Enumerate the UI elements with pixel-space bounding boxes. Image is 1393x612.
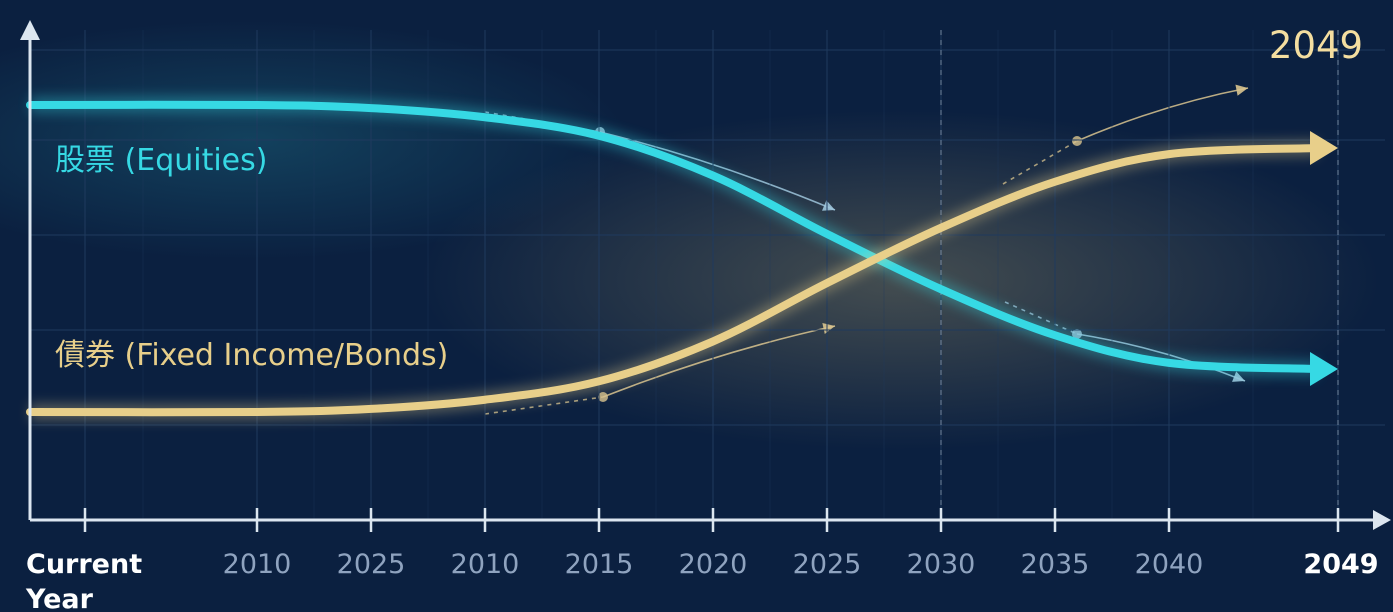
x-tick-label: 2025 — [793, 549, 862, 580]
x-tick-label: 2010 — [223, 549, 292, 580]
x-tick-label: 2035 — [1021, 549, 1090, 580]
bonds-trend-arrow-2-curve — [1076, 87, 1249, 142]
x-tick-label: 2025 — [337, 549, 406, 580]
bonds-trend-arrow-2-head — [1235, 84, 1248, 96]
bonds-trend-arrow-1-head — [822, 322, 835, 335]
x-tick-label: 2040 — [1135, 549, 1204, 580]
bonds-trend-arrow-1-dashed — [484, 396, 604, 415]
x-tick-label: Year — [25, 584, 94, 612]
equities-arrowhead — [1310, 352, 1338, 387]
x-tick-label: 2015 — [565, 549, 634, 580]
bonds-arrowhead — [1310, 130, 1338, 165]
bonds-series-label: 債券 (Fixed Income/Bonds) — [55, 338, 448, 373]
x-axis-arrow — [1373, 510, 1391, 530]
axes — [20, 20, 1391, 532]
labels: Current Year 2010 2025 2010 2015 2020 2025 2030 2… — [25, 24, 1379, 612]
equities-trend-arrow-1-head — [822, 200, 835, 211]
y-axis-arrow — [20, 20, 40, 40]
equities-trend-arrow-2-dashed — [1004, 301, 1078, 335]
x-tick-label: 2030 — [907, 549, 976, 580]
x-tick-label: 2049 — [1303, 549, 1378, 580]
equities-series-label: 股票 (Equities) — [55, 143, 267, 178]
series-layer — [26, 96, 1338, 421]
x-tick-label: Current — [26, 549, 142, 580]
end-year-label: 2049 — [1269, 24, 1363, 67]
x-tick-label: 2020 — [679, 549, 748, 580]
bonds-trend-arrow-1-curve — [602, 325, 836, 398]
equities-line — [26, 100, 1322, 374]
x-tick-label: 2010 — [451, 549, 520, 580]
bonds-line — [26, 143, 1322, 417]
